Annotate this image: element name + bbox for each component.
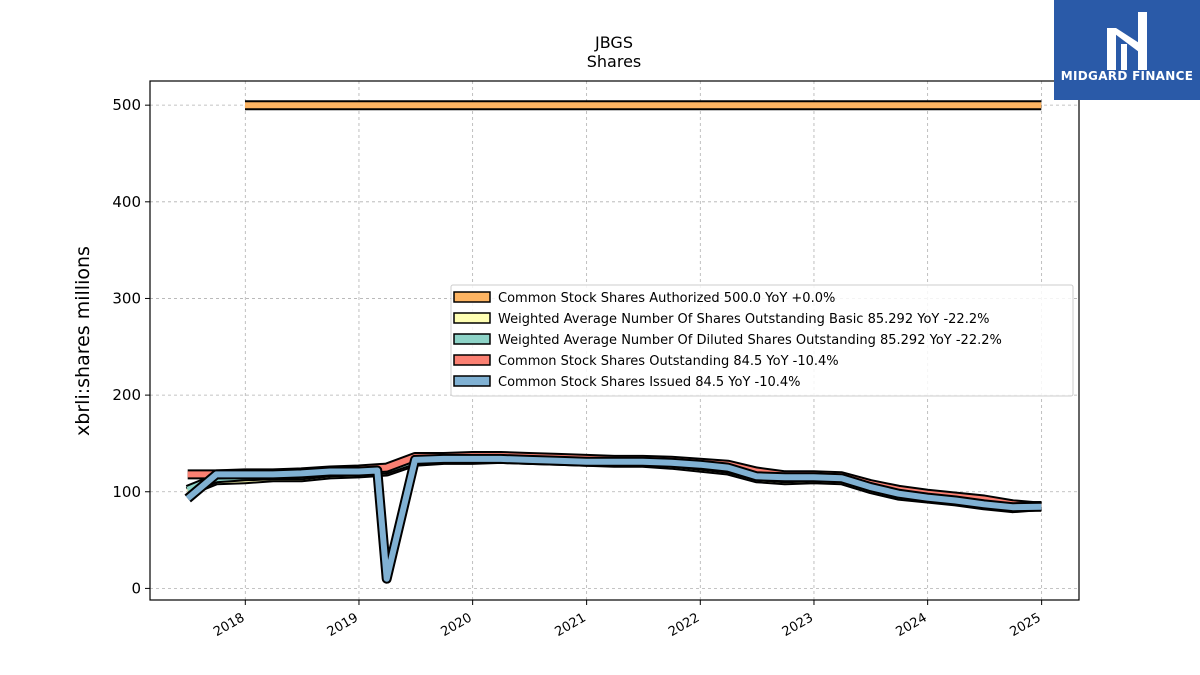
legend-latest: 84.5 (691, 375, 724, 390)
legend-swatch (453, 312, 491, 324)
legend-box (450, 284, 1074, 397)
y-tick-label: 400 (112, 193, 141, 211)
x-tick-label: 2021 (552, 610, 588, 640)
legend-name: Common Stock Shares Issued (498, 375, 691, 390)
x-ticks: 2018 2019 2020 2021 2022 2023 2024 2025 (211, 600, 1044, 640)
chart-subtitle: Shares (587, 52, 642, 71)
y-axis-label: xbrli:shares millions (72, 246, 94, 436)
legend-yoy: -22.2% (956, 333, 1002, 348)
legend-name: Common Stock Shares Outstanding (498, 354, 729, 369)
brand-name: MIDGARD FINANCE (1061, 69, 1193, 83)
legend-yoy: -22.2% (943, 312, 989, 327)
legend-yoy-prefix: YoY (761, 291, 791, 306)
legend-swatch (453, 375, 491, 387)
legend-swatch (453, 333, 491, 345)
legend-entry: Weighted Average Number Of Diluted Share… (498, 333, 1002, 348)
legend-yoy-prefix: YoY (913, 312, 943, 327)
x-tick-label: 2018 (211, 610, 247, 640)
legend-yoy-prefix: YoY (925, 333, 955, 348)
x-tick-label: 2020 (438, 610, 474, 640)
legend-swatch (453, 354, 491, 366)
x-tick-label: 2022 (666, 610, 702, 640)
chart-title: JBGS (594, 33, 633, 52)
legend-yoy-prefix: YoY (724, 375, 754, 390)
y-tick-label: 200 (112, 386, 141, 404)
y-tick-label: 100 (112, 483, 141, 501)
y-tick-label: 500 (112, 96, 141, 114)
series-layer (184, 100, 1042, 584)
brand-logo: MIDGARD FINANCE (1054, 0, 1200, 100)
legend-entry: Common Stock Shares Outstanding 84.5 YoY… (498, 354, 839, 369)
legend-name: Weighted Average Number Of Shares Outsta… (498, 312, 863, 327)
x-tick-label: 2024 (893, 610, 929, 640)
brand-mark-icon (1107, 12, 1147, 70)
x-tick-label: 2019 (325, 610, 361, 640)
legend-entry: Common Stock Shares Issued 84.5 YoY -10.… (498, 375, 801, 390)
plot-frame (149, 80, 1080, 601)
legend-name: Common Stock Shares Authorized (498, 291, 720, 306)
legend-entry: Common Stock Shares Authorized 500.0 YoY… (498, 291, 835, 306)
legend-yoy: -10.4% (755, 375, 801, 390)
legend-latest: 84.5 (729, 354, 762, 369)
legend-entry: Weighted Average Number Of Shares Outsta… (498, 312, 989, 327)
series-5 (184, 453, 1042, 584)
legend-latest: 500.0 (720, 291, 761, 306)
legend-yoy-prefix: YoY (762, 354, 792, 369)
y-tick-label: 0 (131, 579, 141, 597)
y-tick-label: 300 (112, 289, 141, 307)
series-line-outline (184, 453, 1042, 584)
x-tick-label: 2023 (780, 610, 816, 640)
legend-latest: 85.292 (876, 333, 926, 348)
legend: Common Stock Shares Authorized 500.0 YoY… (450, 284, 1074, 397)
x-tick-label: 2025 (1007, 610, 1043, 640)
y-ticks: 0 100 200 300 400 500 (112, 96, 150, 597)
legend-yoy: -10.4% (793, 354, 839, 369)
legend-name: Weighted Average Number Of Diluted Share… (498, 333, 876, 348)
legend-latest: 85.292 (863, 312, 913, 327)
series-line (185, 455, 1042, 582)
legend-yoy: +0.0% (791, 291, 835, 306)
legend-swatch (453, 291, 491, 303)
